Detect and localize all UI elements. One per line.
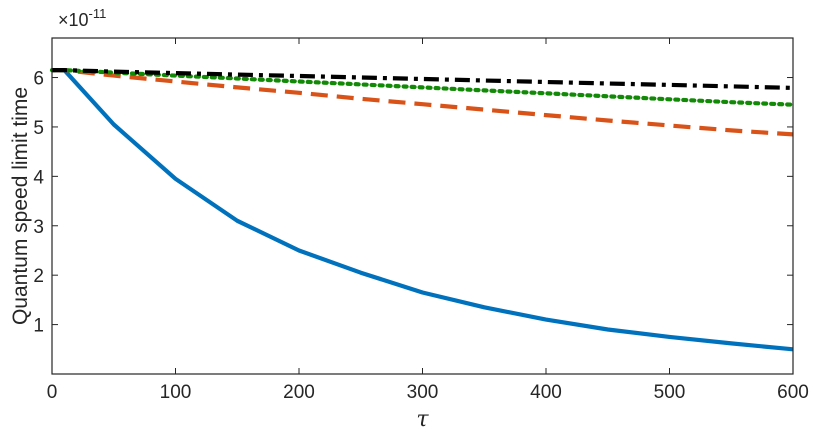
series-layer bbox=[49, 67, 796, 352]
labels-layer: 0 100 200 300 400 500 600 1 2 3 4 5 6 bbox=[33, 69, 808, 403]
series-line-2 bbox=[52, 67, 794, 137]
y-axis-label: Quantum speed limit time bbox=[9, 87, 32, 325]
y-tick-label: 4 bbox=[33, 167, 44, 188]
x-axis-label: τ bbox=[416, 407, 429, 432]
series-line-3 bbox=[49, 67, 796, 107]
x-tick-label: 200 bbox=[283, 382, 315, 403]
x-tick-label: 400 bbox=[530, 382, 562, 403]
y-tick-label: 6 bbox=[33, 69, 44, 90]
x-tick-label: 0 bbox=[47, 382, 58, 403]
y-tick-label: 3 bbox=[33, 217, 44, 238]
series-line-1 bbox=[52, 67, 794, 352]
series-line-4 bbox=[52, 67, 794, 90]
y-axis-multiplier: ×10-11 bbox=[58, 6, 106, 30]
y-axis-multiplier-exponent: -11 bbox=[89, 6, 107, 21]
x-tick-label: 100 bbox=[160, 382, 192, 403]
y-tick-label: 5 bbox=[33, 118, 44, 139]
y-tick-label: 1 bbox=[33, 316, 44, 337]
x-tick-label: 600 bbox=[777, 382, 809, 403]
x-tick-label: 300 bbox=[407, 382, 439, 403]
x-tick-label: 500 bbox=[654, 382, 686, 403]
y-axis-multiplier-base: ×10 bbox=[58, 10, 89, 30]
plot-frame bbox=[51, 37, 794, 375]
y-tick-label: 2 bbox=[33, 266, 44, 287]
